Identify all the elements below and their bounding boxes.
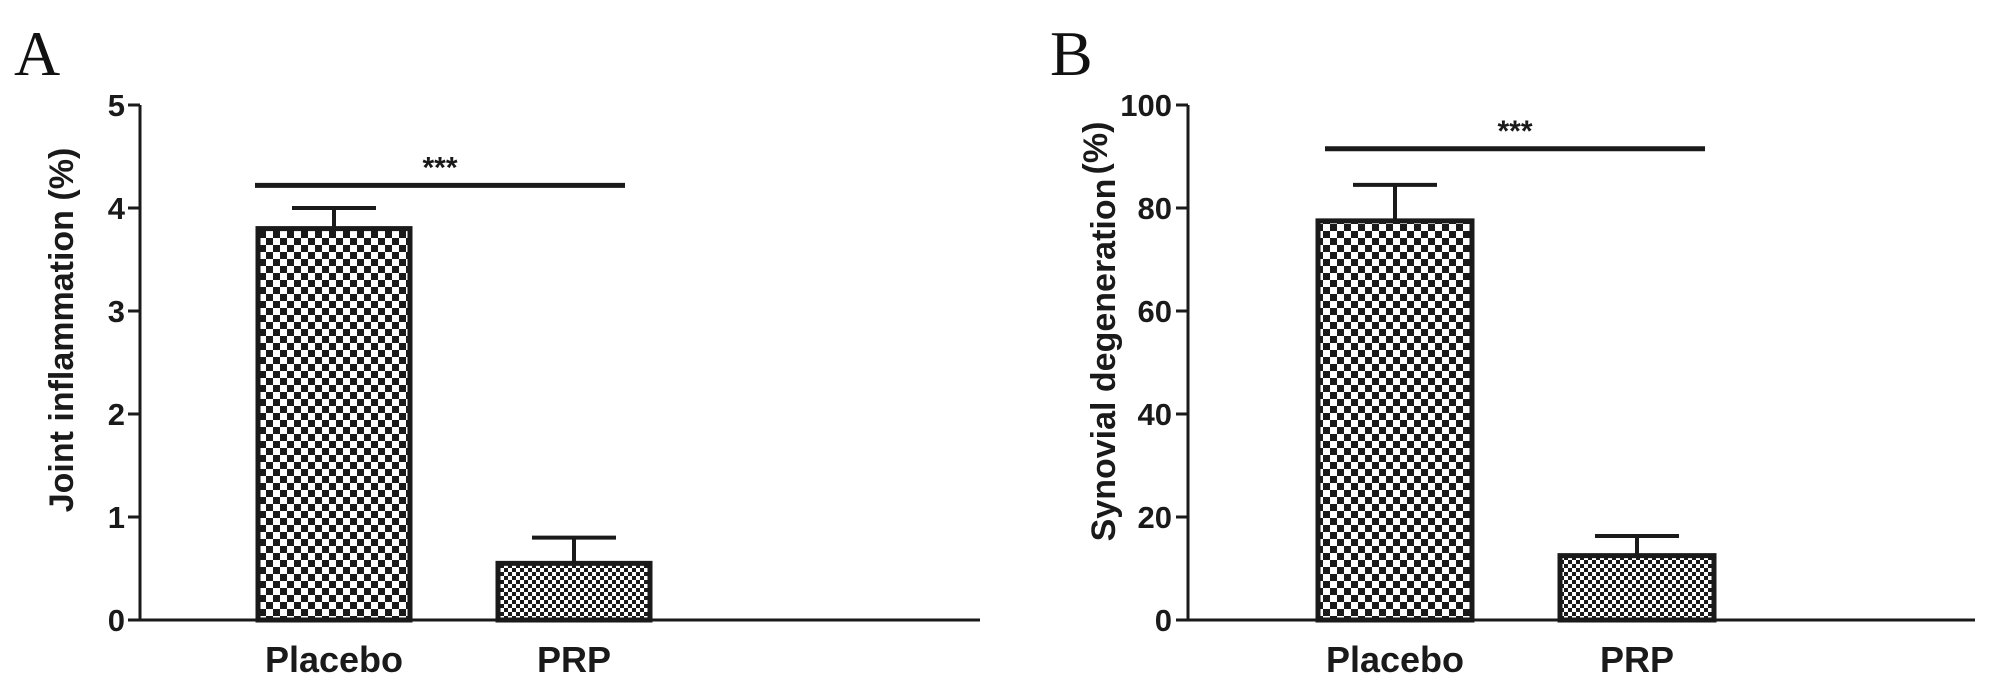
panel-letter-b: B [1050, 18, 1093, 89]
y-tick-label-b: 0 [1155, 603, 1172, 638]
category-label-b-0: Placebo [1326, 639, 1464, 680]
bar-b-prp [1557, 553, 1717, 623]
axes-b [1186, 105, 1975, 622]
significance-b: *** [1325, 115, 1705, 152]
panel-letter-a: A [14, 18, 60, 89]
y-tick-label-b: 80 [1138, 191, 1172, 226]
category-label-b-1: PRP [1600, 639, 1674, 680]
bars-b [1315, 182, 1717, 623]
significance-label-b: *** [1497, 115, 1532, 148]
category-labels-a: Placebo PRP [265, 639, 611, 680]
significance-a: *** [255, 151, 625, 188]
category-label-a-0: Placebo [265, 639, 403, 680]
y-tick-label-a: 1 [108, 500, 125, 535]
y-tick-label-b: 60 [1138, 294, 1172, 329]
bar-b-placebo [1315, 218, 1475, 623]
significance-label-a: *** [422, 151, 457, 184]
y-tick-label-b: 20 [1138, 500, 1172, 535]
y-ticks-a: 0 1 2 3 4 5 [108, 88, 140, 638]
category-label-a-1: PRP [537, 639, 611, 680]
y-tick-label-a: 5 [108, 88, 125, 123]
y-tick-label-a: 2 [108, 397, 125, 432]
bar-a-prp [495, 560, 653, 623]
category-labels-b: Placebo PRP [1326, 639, 1674, 680]
y-axis-title-b-line1: Synovial degeneration [1085, 179, 1123, 542]
y-tick-label-a: 4 [108, 191, 126, 226]
bar-a-placebo [255, 226, 413, 623]
chart-panel-b: B Synovial degeneration (%) 0 20 40 60 80 100… [1050, 18, 1975, 680]
y-axis-title-a: Joint inflammation (%) [43, 148, 81, 513]
y-axis-title-b-line2: (%) [1077, 122, 1115, 175]
y-tick-label-a: 0 [108, 603, 125, 638]
y-tick-label-a: 3 [108, 294, 125, 329]
y-tick-label-b: 100 [1120, 88, 1172, 123]
bars-a [255, 206, 653, 623]
y-tick-label-b: 40 [1138, 397, 1172, 432]
y-ticks-b: 0 20 40 60 80 100 [1120, 88, 1188, 638]
